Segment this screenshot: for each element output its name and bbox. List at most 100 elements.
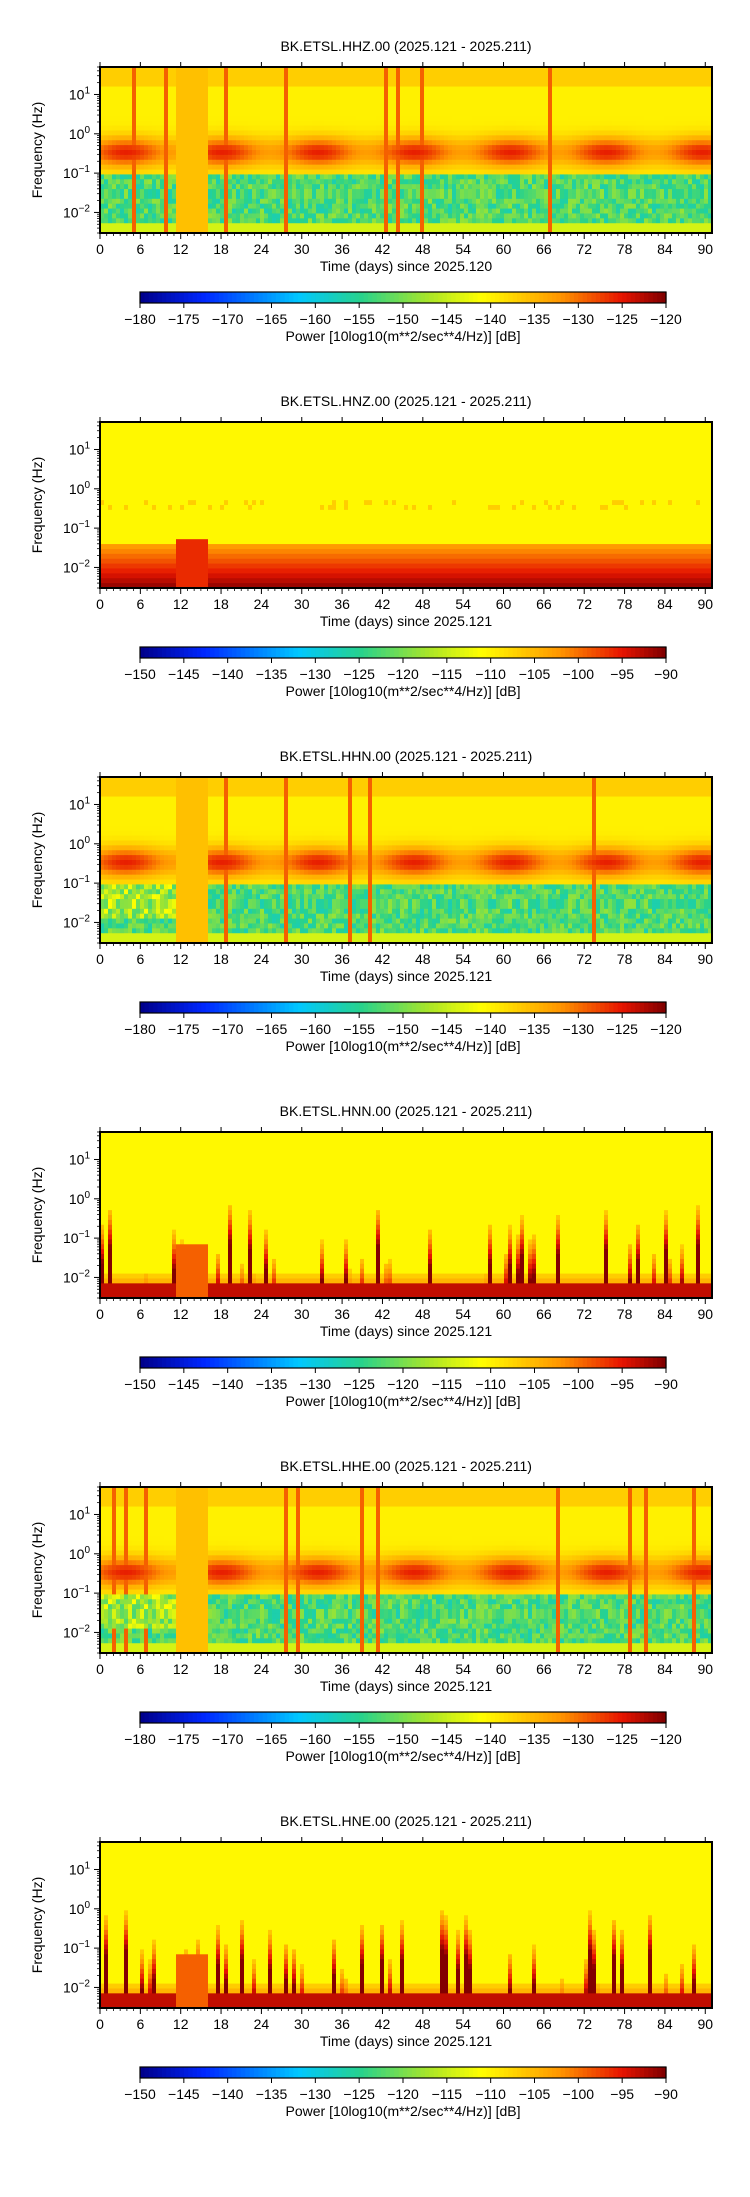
heatmap-cell — [124, 115, 129, 122]
heatmap-cell — [444, 130, 449, 136]
heatmap-cell — [440, 125, 445, 132]
heatmap-cell — [520, 228, 525, 234]
heatmap-cell — [672, 71, 677, 78]
heatmap-cell — [328, 198, 333, 205]
heatmap-cell — [368, 76, 373, 83]
heatmap-cell — [464, 145, 469, 151]
heatmap-cell — [448, 101, 453, 107]
heatmap-cell — [228, 184, 233, 190]
heatmap-cell — [144, 86, 149, 93]
heatmap-cell — [104, 218, 109, 224]
heatmap-cell — [280, 96, 285, 102]
heatmap-cell — [280, 135, 285, 141]
heatmap-cell — [324, 154, 329, 161]
heatmap-cell — [456, 145, 461, 151]
heatmap-cell — [336, 150, 341, 156]
heatmap-cell — [524, 154, 529, 161]
heatmap-cell — [244, 218, 249, 224]
heatmap-cell — [212, 71, 217, 78]
heatmap-cell — [504, 150, 509, 156]
heatmap-cell — [476, 76, 481, 83]
heatmap-cell — [384, 179, 389, 185]
heatmap-cell — [648, 110, 653, 117]
heatmap-cell — [488, 86, 493, 93]
heatmap-cell — [292, 110, 297, 117]
heatmap-cell — [588, 213, 593, 219]
heatmap-cell — [348, 228, 353, 234]
heatmap-cell — [592, 228, 597, 234]
heatmap-cell — [532, 208, 537, 215]
heatmap-cell — [256, 140, 261, 146]
heatmap-cell — [256, 228, 261, 234]
heatmap-cell — [308, 110, 313, 117]
heatmap-cell — [680, 150, 685, 156]
heatmap-cell — [676, 174, 681, 180]
heatmap-cell — [220, 120, 225, 127]
chart-title: BK.ETSL.HHZ.00 (2025.121 - 2025.211) — [280, 38, 531, 54]
heatmap-cell — [496, 154, 501, 161]
heatmap-cell — [568, 184, 573, 190]
heatmap-cell — [464, 228, 469, 234]
heatmap-cell — [252, 101, 257, 107]
heatmap-cell — [192, 145, 197, 151]
heatmap-cell — [508, 101, 513, 107]
heatmap-cell — [308, 150, 313, 156]
heatmap-cell — [348, 159, 353, 166]
heatmap-cell — [608, 218, 613, 224]
heatmap-cell — [684, 106, 689, 112]
heatmap-cell — [216, 193, 221, 200]
heatmap-cell — [588, 101, 593, 107]
heatmap-cell — [544, 140, 549, 146]
heatmap-cell — [344, 140, 349, 146]
heatmap-cell — [356, 184, 361, 190]
heatmap-cell — [624, 110, 629, 117]
heatmap-cell — [616, 169, 621, 176]
heatmap-cell — [416, 159, 421, 166]
heatmap-cell — [620, 174, 625, 180]
heatmap-cell — [648, 76, 653, 83]
heatmap-cell — [644, 140, 649, 146]
heatmap-cell — [560, 164, 565, 171]
heatmap-cell — [508, 203, 513, 210]
heatmap-cell — [564, 76, 569, 83]
heatmap-cell — [188, 228, 193, 234]
heatmap-cell — [456, 67, 461, 73]
heatmap-cell — [660, 218, 665, 224]
heatmap-cell — [516, 228, 521, 234]
heatmap-cell — [232, 96, 237, 102]
heatmap-cell — [432, 203, 437, 210]
heatmap-cell — [568, 135, 573, 141]
heatmap-cell — [128, 208, 133, 215]
heatmap-cell — [144, 228, 149, 234]
heatmap-cell — [424, 208, 429, 215]
heatmap-cell — [604, 135, 609, 141]
heatmap-cell — [200, 101, 205, 107]
heatmap-cell — [268, 130, 273, 136]
heatmap-cell — [424, 203, 429, 210]
heatmap-cell — [344, 135, 349, 141]
heatmap-cell — [360, 150, 365, 156]
heatmap-cell — [376, 135, 381, 141]
heatmap-cell — [624, 101, 629, 107]
heatmap-cell — [580, 223, 585, 229]
heatmap-cell — [472, 140, 477, 146]
heatmap-cell — [176, 120, 181, 127]
heatmap-cell — [516, 159, 521, 166]
heatmap-cell — [628, 91, 633, 97]
heatmap-cell — [132, 91, 137, 97]
heatmap-cell — [248, 76, 253, 83]
heatmap-cell — [396, 174, 401, 180]
heatmap-cell — [516, 86, 521, 93]
heatmap-cell — [400, 86, 405, 93]
heatmap-cell — [140, 91, 145, 97]
heatmap-cell — [224, 71, 229, 78]
heatmap-cell — [204, 203, 209, 210]
heatmap-cell — [364, 67, 369, 73]
heatmap-cell — [120, 218, 125, 224]
heatmap-cell — [244, 213, 249, 219]
heatmap-cell — [512, 140, 517, 146]
heatmap-cell — [296, 189, 301, 195]
heatmap-cell — [472, 145, 477, 151]
heatmap-cell — [376, 81, 381, 88]
heatmap-cell — [604, 150, 609, 156]
